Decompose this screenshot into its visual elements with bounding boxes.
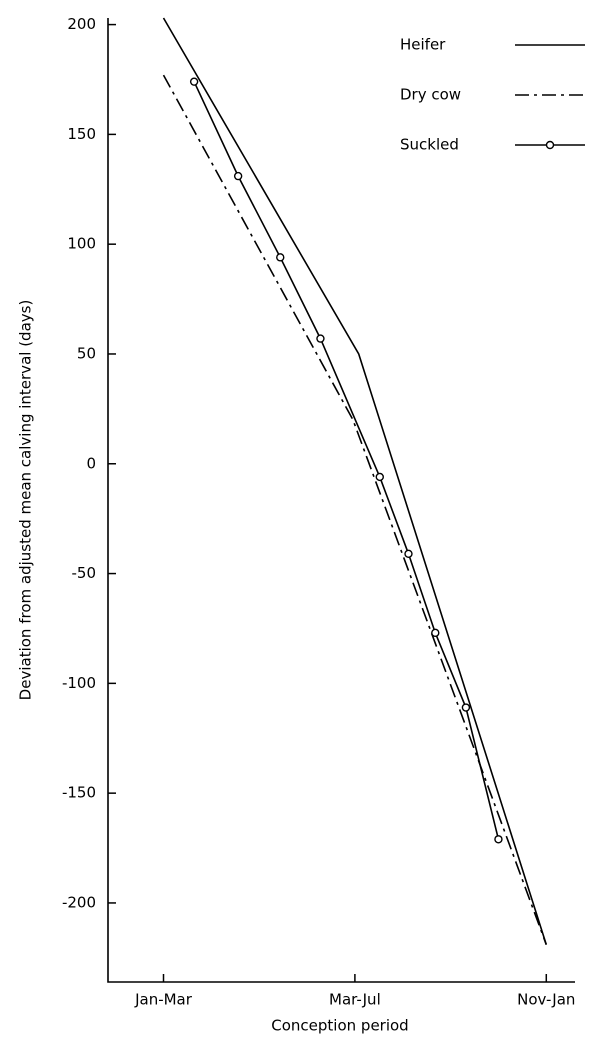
series-marker (431, 628, 440, 638)
y-axis-title: Deviation from adjusted mean calving int… (17, 300, 35, 701)
x-tick-label: Jan-Mar (134, 991, 193, 1009)
y-tick-label: -150 (62, 784, 96, 802)
legend-label: Suckled (400, 136, 459, 154)
series-marker (316, 334, 325, 343)
x-axis-title: Conception period (271, 1017, 408, 1035)
series-marker (189, 77, 199, 86)
y-tick-label: 150 (67, 125, 96, 143)
series-marker (494, 835, 503, 844)
series-marker (233, 171, 243, 181)
series-marker (276, 253, 285, 262)
series-marker (375, 472, 384, 482)
series-line (162, 74, 548, 945)
y-tick-label: -100 (62, 674, 96, 692)
series-marker (404, 549, 413, 558)
series-marker (461, 703, 471, 712)
y-tick-label: 50 (77, 344, 96, 362)
y-tick-label: 0 (86, 454, 96, 472)
axes (107, 18, 575, 983)
y-tick-label: -200 (62, 893, 96, 911)
y-tick-label: -50 (72, 564, 97, 582)
legend-label: Heifer (400, 36, 446, 54)
series-line (193, 81, 500, 840)
legend-label: Dry cow (400, 86, 461, 104)
y-tick-label: 100 (67, 235, 96, 253)
y-tick-label: 200 (67, 15, 96, 33)
series-line (162, 17, 548, 945)
x-tick-label: Nov-Jan (517, 991, 575, 1009)
legend-marker (545, 140, 555, 150)
x-tick-label: Mar-Jul (329, 991, 381, 1009)
